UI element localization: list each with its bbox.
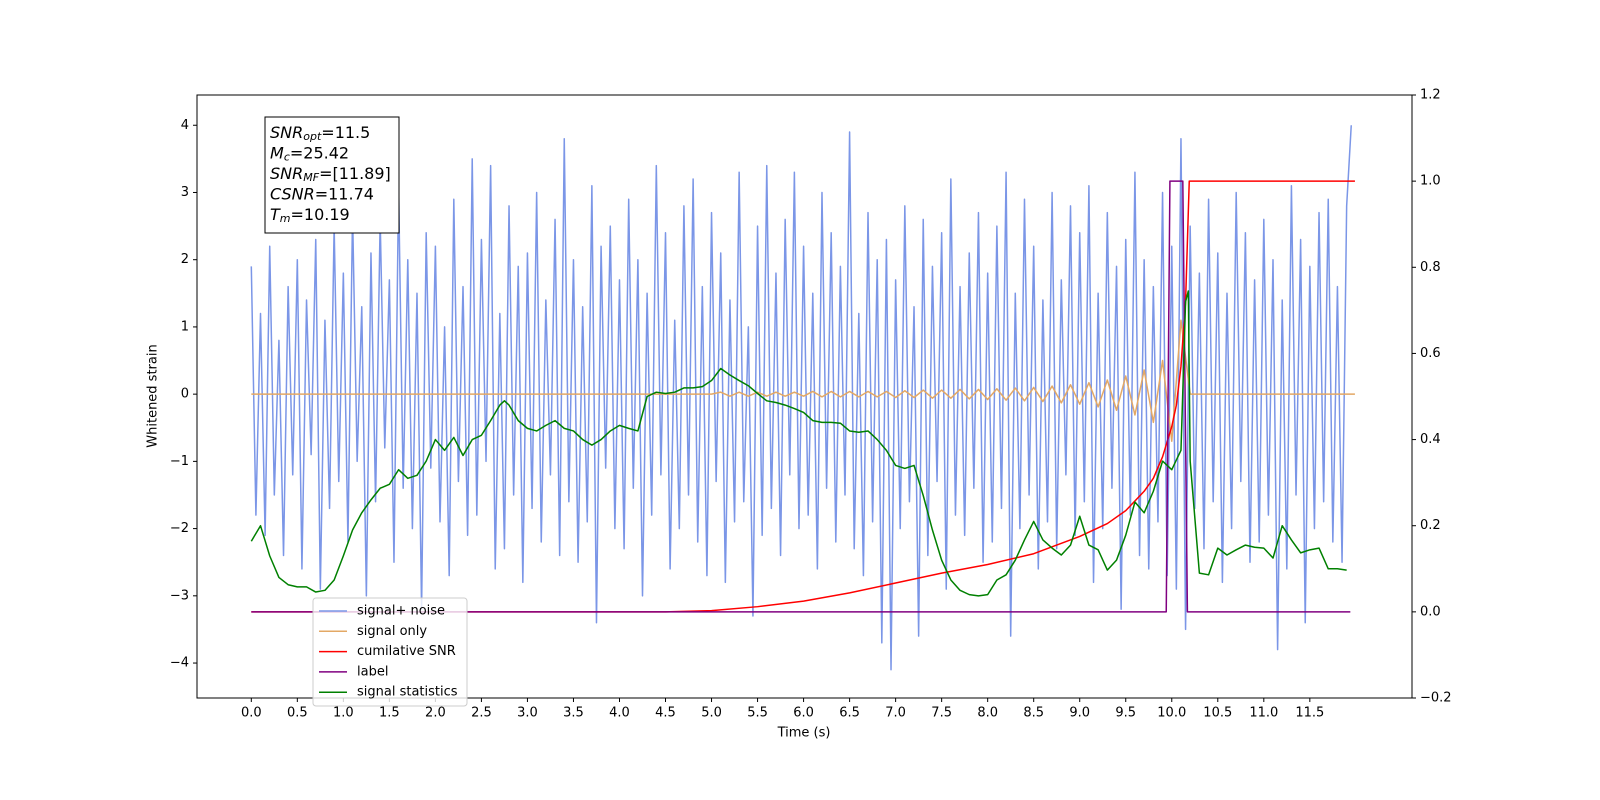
y2-tick-label: 0.2 [1420,518,1441,533]
x-tick-label: 3.0 [517,706,538,721]
legend: signal+ noise signal only cumilative SNR la… [312,597,468,707]
x-tick-label: 1.5 [379,706,400,721]
x-tick-label: 2.5 [471,706,492,721]
annotation-line: CSNR=11.74 [270,184,374,203]
x-tick-label: 5.0 [701,706,722,721]
annotation-line: Tm=10.19 [270,205,350,226]
series-line [251,319,1355,442]
annotation-name: T [270,205,281,224]
x-tick-label: 6.0 [793,706,814,721]
y2-tick-label: 0.4 [1420,432,1441,447]
y-tick-label: 1 [181,319,189,334]
series-line [250,290,1347,597]
ticks: 0.0 0.5 1.0 1.5 2.0 2.5 3.0 3.5 4.0 4.5 5.0 5.5 6.0 6… [170,88,1452,721]
x-tick-label: 10.0 [1157,706,1186,721]
y-tick-label: 4 [181,118,189,133]
y2-tick-label: 0.6 [1420,346,1441,361]
plot-area [250,125,1355,671]
annotation-line: SNRopt=11.5 [270,123,370,144]
x-axis-label: Time (s) [777,726,831,741]
annotation-box [264,116,400,234]
x-tick-label: 7.0 [885,706,906,721]
annotation-name: M [270,143,284,162]
y2-tick-label: 0.0 [1420,604,1441,619]
x-tick-label: 4.5 [655,706,676,721]
legend-label: signal only [357,624,427,639]
annotation-subscript: m [280,212,291,225]
y-tick-label: 3 [181,185,189,200]
x-tick-label: 6.5 [839,706,860,721]
legend-label: signal+ noise [357,604,445,619]
axes-frame [196,94,1413,699]
x-tick-label: 1.0 [333,706,354,721]
x-tick-label: 9.5 [1115,706,1136,721]
legend-label: signal statistics [357,685,458,700]
x-tick-label: 0.0 [241,706,262,721]
annotation-value: =10.19 [291,205,350,224]
y-tick-label: −2 [170,521,189,536]
annotation-name: CSNR [270,184,315,203]
annotation-name: SNR [270,123,303,142]
x-tick-label: 11.0 [1249,706,1278,721]
x-tick-label: 5.5 [747,706,768,721]
annotation-line: SNRMF=[11.89] [270,164,391,185]
annotation-value: =11.5 [321,123,370,142]
x-tick-label: 4.0 [609,706,630,721]
annotation-value: =11.74 [315,184,374,203]
series-line [251,180,1351,613]
y-tick-label: −3 [170,588,189,603]
x-tick-label: 8.5 [1023,706,1044,721]
x-tick-label: 9.0 [1069,706,1090,721]
series-line [250,125,1352,671]
x-tick-label: 2.0 [425,706,446,721]
series-line [251,180,1355,613]
x-tick-label: 8.0 [977,706,998,721]
legend-label: cumilative SNR [357,644,456,659]
annotation: SNRopt=11.5Mc=25.42SNRMF=[11.89]CSNR=11.… [264,116,400,234]
x-tick-label: 0.5 [287,706,308,721]
annotation-value: =25.42 [290,143,349,162]
y2-tick-label: 1.0 [1420,174,1441,189]
y-tick-label: 0 [181,387,189,402]
y-tick-label: 2 [181,252,189,267]
x-tick-label: 11.5 [1295,706,1324,721]
legend-box [312,597,468,707]
y2-tick-label: 0.8 [1420,260,1441,275]
x-tick-label: 10.5 [1203,706,1232,721]
annotation-name: SNR [270,164,303,183]
x-tick-label: 3.5 [563,706,584,721]
legend-label: label [357,664,388,679]
annotation-subscript: c [284,151,290,164]
x-tick-label: 7.5 [931,706,952,721]
annotation-value: =[11.89] [319,164,391,183]
annotation-subscript: opt [303,130,322,143]
annotation-subscript: MF [303,171,319,184]
y2-tick-label: −0.2 [1420,691,1452,706]
y2-tick-label: 1.2 [1420,88,1441,103]
y-axis-label: Whitened strain [146,344,161,447]
y-tick-label: −1 [170,454,189,469]
annotation-line: Mc=25.42 [270,143,349,164]
y-tick-label: −4 [170,656,189,671]
